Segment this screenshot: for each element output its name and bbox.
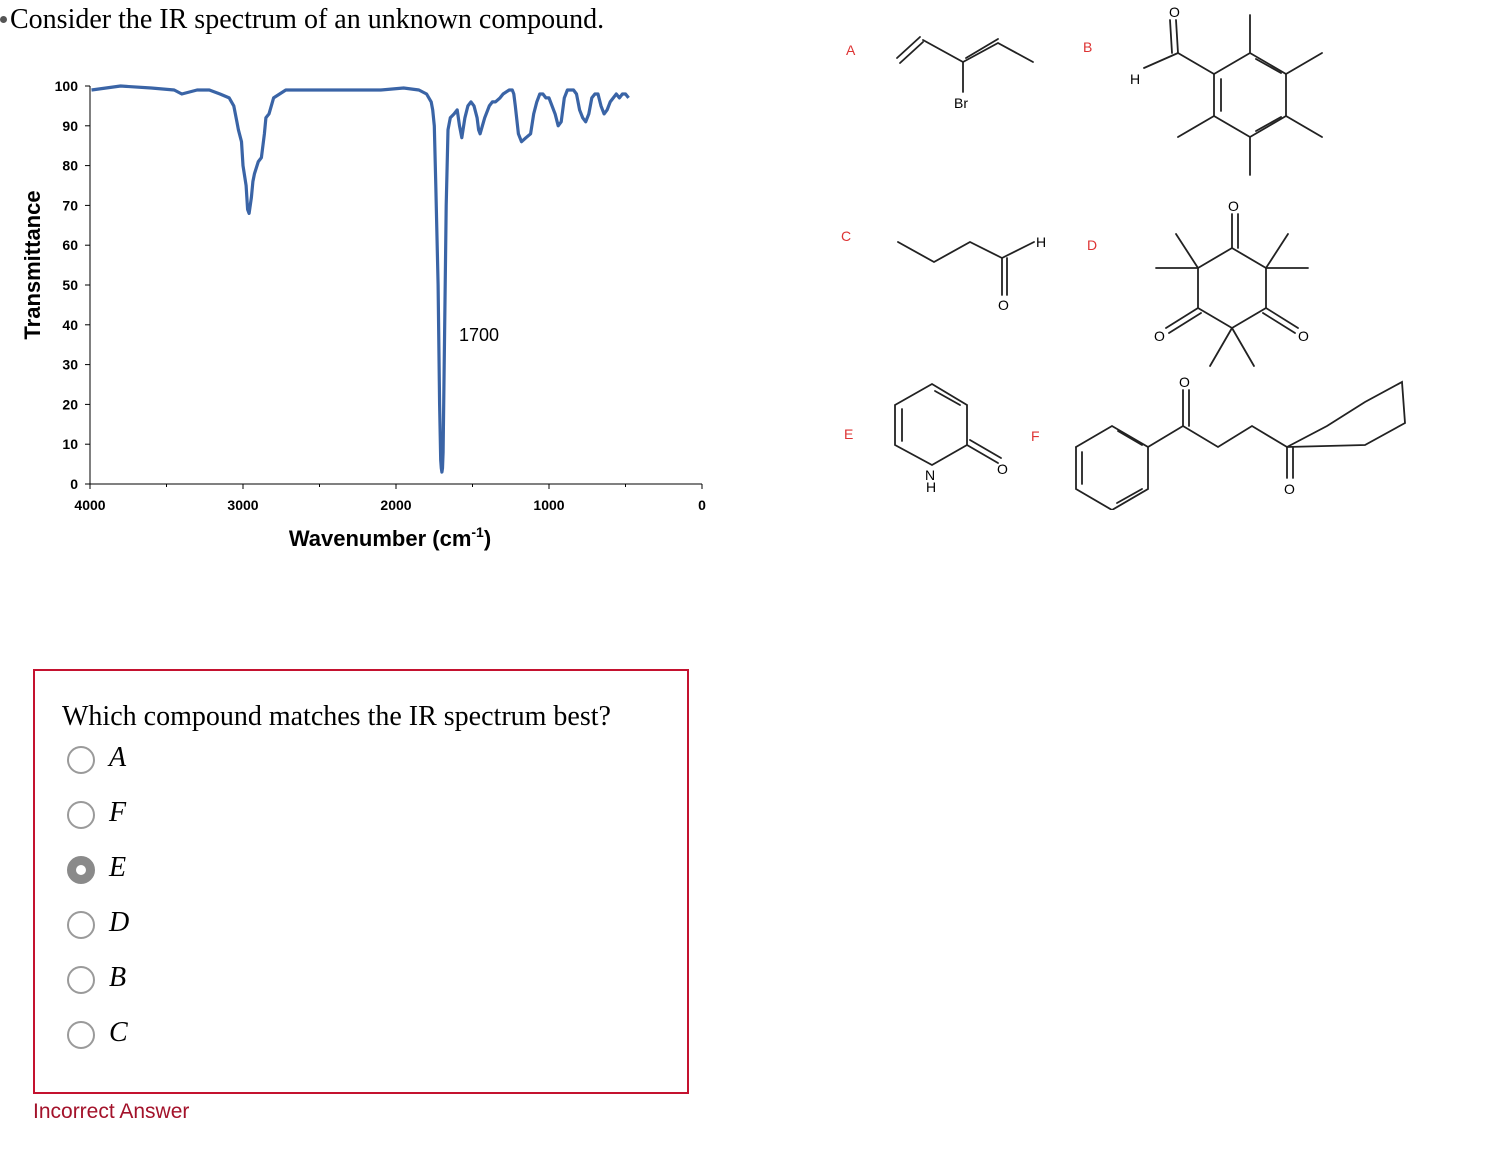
choice-label: F (109, 797, 127, 828)
atom-o-c: O (998, 297, 1009, 313)
choice-label: E (109, 852, 127, 883)
spectrum-line (91, 84, 630, 474)
structure-e (894, 382, 1002, 467)
structure-b (1143, 14, 1323, 176)
choice-c[interactable]: C (65, 1017, 265, 1059)
y-tick-label: 60 (62, 237, 78, 253)
radio-button[interactable] (67, 746, 95, 774)
structure-label-a: A (846, 42, 856, 58)
x-axis-label-main: Wavenumber (cm (289, 526, 472, 551)
question-prompt: Consider the IR spectrum of an unknown c… (10, 4, 605, 35)
structure-label-e: E (844, 426, 853, 442)
atom-h-c: H (1036, 234, 1046, 250)
atom-o-e: O (997, 461, 1008, 477)
structure-choices-panel: A B C D E F Br H O H O O O O N H O O O (841, 4, 1406, 510)
x-tick-label: 0 (698, 497, 706, 513)
x-axis-label-superscript: -1 (471, 524, 484, 540)
x-tick-label: 2000 (380, 497, 411, 513)
x-axis-label: Wavenumber (cm-1) (289, 524, 491, 551)
x-tick-label: 3000 (227, 497, 258, 513)
choice-label: A (109, 742, 127, 773)
y-tick-label: 10 (62, 436, 78, 452)
choice-d[interactable]: D (65, 907, 265, 949)
atom-o-d-left: O (1154, 328, 1165, 344)
atom-n-e: N (925, 467, 935, 483)
choice-label: C (109, 1017, 128, 1048)
chart-axes (85, 85, 703, 489)
choice-b[interactable]: B (65, 962, 265, 1004)
choice-f[interactable]: F (65, 797, 265, 839)
y-tick-label: 90 (62, 118, 78, 134)
y-tick-label: 70 (62, 197, 78, 213)
y-tick-label: 20 (62, 396, 78, 412)
feedback-incorrect: Incorrect Answer (33, 1100, 190, 1123)
structure-label-b: B (1083, 39, 1092, 55)
question-bullet (0, 16, 7, 23)
structure-label-c: C (841, 228, 851, 244)
choice-e[interactable]: E (65, 852, 265, 894)
atom-o-d-right: O (1298, 328, 1309, 344)
structure-a (896, 36, 1034, 93)
y-axis-label: Transmittance (20, 190, 45, 339)
structure-label-d: D (1087, 237, 1097, 253)
atom-h-e: H (926, 479, 936, 495)
x-tick-labels: 4000 3000 2000 1000 0 (74, 497, 706, 513)
structure-c (897, 240, 1035, 296)
x-axis-label-close: ) (484, 526, 491, 551)
atom-h-b: H (1130, 71, 1140, 87)
y-tick-label: 0 (70, 476, 78, 492)
radio-button[interactable] (67, 1021, 95, 1049)
choice-label: D (109, 907, 130, 938)
atom-br: Br (954, 95, 968, 111)
choice-label: B (109, 962, 127, 993)
atom-o-d-top: O (1228, 198, 1239, 214)
structure-label-f: F (1031, 428, 1040, 444)
atom-o-f-bottom: O (1284, 481, 1295, 497)
y-tick-label: 30 (62, 357, 78, 373)
choice-a[interactable]: A (65, 742, 265, 784)
radio-button[interactable] (67, 911, 95, 939)
structure-d (1155, 213, 1309, 367)
radio-button[interactable] (67, 966, 95, 994)
question-box: Which compound matches the IR spectrum b… (33, 669, 689, 1094)
y-tick-label: 50 (62, 277, 78, 293)
radio-button[interactable] (67, 801, 95, 829)
x-tick-label: 1000 (533, 497, 564, 513)
radio-button[interactable] (67, 856, 95, 884)
x-tick-label: 4000 (74, 497, 105, 513)
structure-f (1075, 380, 1406, 510)
peak-annotation-1700: 1700 (459, 325, 499, 345)
y-tick-label: 100 (55, 78, 79, 94)
ir-spectrum-chart: 100 90 80 70 60 50 40 30 20 10 0 4000 3000 2000 1000 0… (0, 50, 720, 575)
y-tick-label: 80 (62, 158, 78, 174)
y-tick-label: 40 (62, 317, 78, 333)
atom-o-b: O (1169, 4, 1180, 20)
atom-o-f-top: O (1179, 374, 1190, 390)
question-text: Which compound matches the IR spectrum b… (62, 701, 611, 732)
